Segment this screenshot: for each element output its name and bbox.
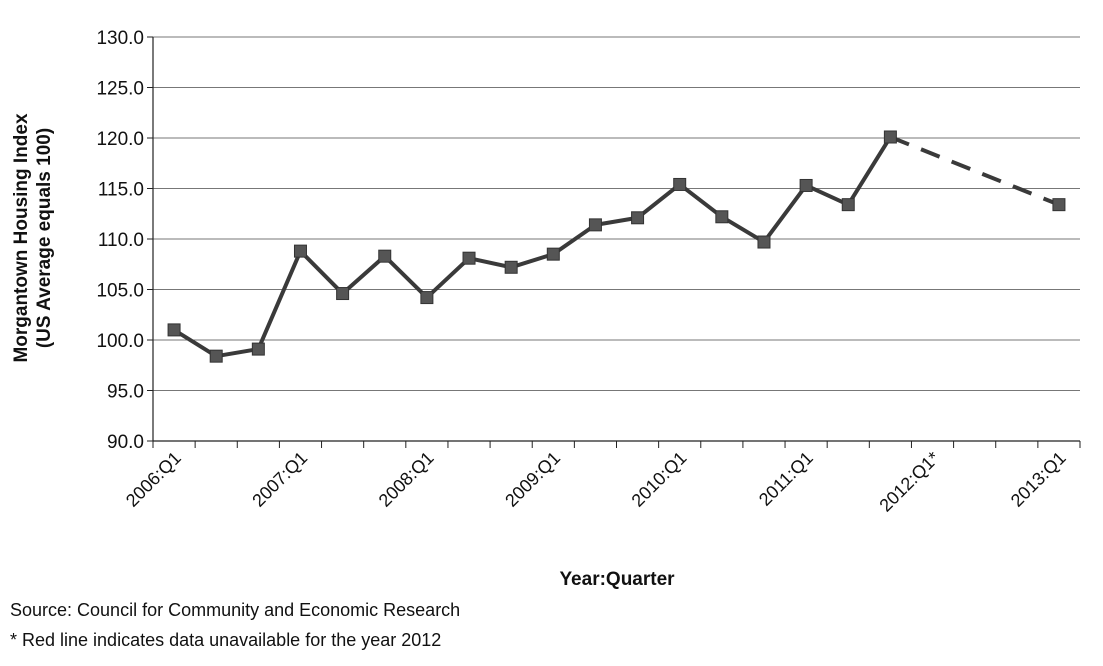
data-point-marker <box>251 342 265 356</box>
data-point-marker <box>167 323 181 337</box>
data-point-marker <box>293 244 307 258</box>
x-tick-label: 2011:Q1 <box>755 448 817 510</box>
data-point-marker <box>504 260 518 274</box>
y-tick-label: 120.0 <box>96 129 144 150</box>
data-point-marker <box>1052 198 1066 212</box>
x-tick-label: 2012:Q1* <box>875 448 943 516</box>
y-tick-label: 100.0 <box>96 331 144 352</box>
y-tick-label: 125.0 <box>96 79 144 100</box>
x-axis-title: Year:Quarter <box>559 569 675 590</box>
axes <box>152 37 1080 442</box>
data-point-marker <box>462 251 476 265</box>
y-tick-label: 90.0 <box>107 432 144 453</box>
data-markers <box>167 130 1066 363</box>
y-tick-label: 115.0 <box>98 180 144 201</box>
series-lines <box>173 135 1060 359</box>
source-note: Source: Council for Community and Econom… <box>10 600 461 620</box>
data-point-marker <box>631 211 645 225</box>
data-point-marker <box>883 130 897 144</box>
series-line-dashed <box>889 135 1060 207</box>
y-tick-label: 105.0 <box>96 281 144 302</box>
x-tick-label: 2006:Q1 <box>122 448 185 511</box>
data-point-marker <box>715 210 729 224</box>
gridlines <box>153 36 1080 391</box>
y-axis-ticks: 90.0 95.0 100.0 105.0 110.0 115.0 120.0 125.0 13… <box>96 28 153 453</box>
data-point-marker <box>378 249 392 263</box>
data-point-marker <box>546 247 560 261</box>
data-point-marker <box>841 198 855 212</box>
data-point-marker <box>209 349 223 363</box>
x-tick-label: 2007:Q1 <box>248 448 311 511</box>
x-tick-label: 2013:Q1 <box>1007 448 1070 511</box>
data-point-marker <box>799 178 813 192</box>
data-point-marker <box>757 235 771 249</box>
y-axis-title-line1: Morgantown Housing Index <box>11 113 32 363</box>
x-axis-ticks: 2006:Q1 2007:Q1 2008:Q1 2009:Q1 2010:Q1 2011:… <box>122 441 1081 516</box>
data-point-marker <box>673 177 687 191</box>
y-tick-label: 95.0 <box>107 382 144 403</box>
data-availability-note: * Red line indicates data unavailable fo… <box>10 630 442 650</box>
x-tick-label: 2009:Q1 <box>501 448 564 511</box>
housing-index-chart: 90.0 95.0 100.0 105.0 110.0 115.0 120.0 125.0 13… <box>11 28 1081 590</box>
y-tick-label: 130.0 <box>96 28 144 49</box>
x-tick-label: 2010:Q1 <box>628 448 691 511</box>
data-point-marker <box>420 291 434 305</box>
y-tick-label: 110.0 <box>98 230 144 251</box>
data-point-marker <box>588 218 602 232</box>
y-axis-title-line2: (US Average equals 100) <box>34 128 55 348</box>
series-line-solid <box>173 135 893 359</box>
x-tick-label: 2008:Q1 <box>375 448 438 511</box>
data-point-marker <box>336 287 350 301</box>
